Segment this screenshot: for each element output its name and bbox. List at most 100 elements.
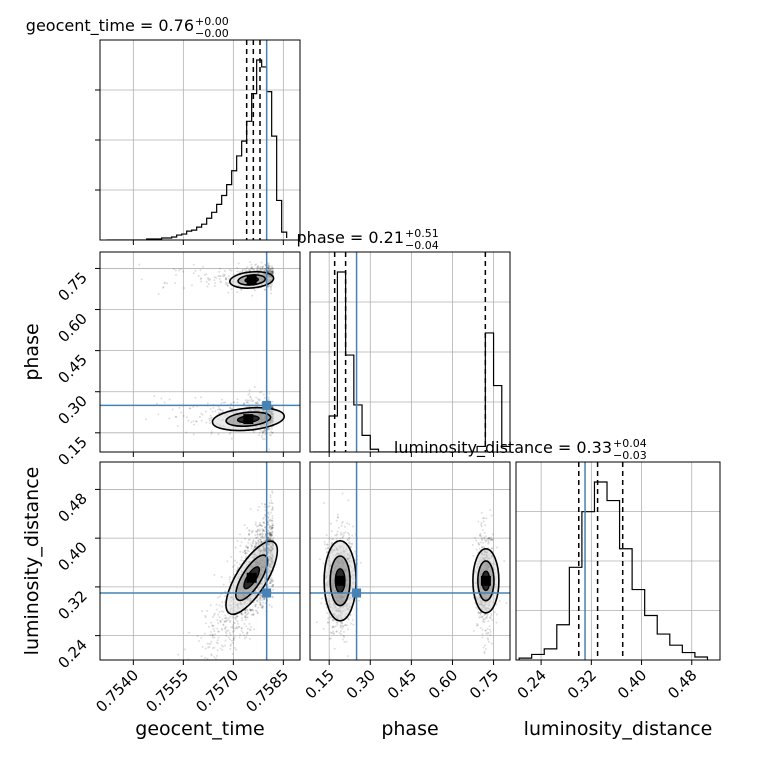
sample-point: [256, 266, 259, 269]
sample-point: [187, 665, 189, 667]
sample-point: [240, 613, 243, 616]
sample-point: [232, 401, 235, 404]
sample-point: [245, 545, 248, 548]
x-tick-label-geocent_time: 0.7585: [242, 666, 292, 716]
sample-point: [259, 533, 262, 536]
sample-point: [234, 648, 237, 651]
sample-point: [152, 749, 154, 751]
sample-point: [223, 617, 226, 620]
sample-point: [250, 267, 253, 270]
title-sub: −0.00: [195, 27, 229, 40]
sample-point: [230, 437, 233, 440]
sample-point: [207, 278, 210, 281]
sample-point: [238, 636, 241, 639]
sample-point: [271, 530, 274, 533]
sample-point: [263, 288, 266, 291]
sample-point: [260, 605, 263, 608]
sample-point: [248, 389, 251, 392]
sample-point: [329, 637, 332, 640]
sample-point: [233, 564, 236, 567]
sample-point: [271, 506, 274, 509]
sample-point: [233, 622, 236, 625]
sample-point: [262, 431, 265, 434]
sample-point: [260, 536, 263, 539]
sample-point: [190, 284, 193, 287]
sample-point: [192, 433, 195, 436]
sample-point: [246, 612, 249, 615]
sample-point: [224, 276, 227, 279]
sample-point: [479, 532, 482, 535]
sample-point: [214, 282, 217, 285]
sample-point: [354, 550, 357, 553]
sample-point: [227, 282, 230, 285]
sample-point: [262, 533, 265, 536]
sample-point: [258, 594, 261, 597]
sample-point: [478, 543, 481, 546]
sample-point: [259, 593, 262, 596]
sample-point: [264, 526, 267, 529]
sample-point: [201, 265, 204, 268]
sample-point: [335, 621, 338, 624]
sample-point: [211, 633, 214, 636]
sample-point: [256, 612, 259, 615]
sample-point: [347, 532, 350, 535]
sample-point: [329, 631, 332, 634]
panel-luminosity_distance-vs-geocent_time: [99, 461, 301, 751]
sample-point: [339, 630, 342, 633]
sample-point: [173, 282, 176, 285]
sample-point: [250, 267, 253, 270]
sample-point: [489, 509, 492, 512]
sample-point: [263, 429, 266, 432]
sample-point: [183, 648, 186, 651]
sample-point: [271, 524, 274, 527]
sample-point: [268, 519, 271, 522]
sample-point: [267, 266, 270, 269]
sample-point: [254, 544, 257, 547]
sample-point: [349, 546, 352, 549]
sample-point: [243, 524, 246, 527]
sample-point: [333, 632, 336, 635]
sample-point: [267, 267, 270, 270]
sample-point: [349, 614, 352, 617]
sample-point: [487, 541, 490, 544]
sample-point: [271, 267, 274, 270]
sample-point: [259, 524, 262, 527]
x-tick-label-geocent_time: 0.7540: [92, 666, 142, 716]
sample-point: [194, 269, 197, 272]
sample-point: [244, 609, 247, 612]
sample-point: [218, 278, 221, 281]
sample-point: [271, 431, 274, 434]
sample-point: [168, 398, 171, 401]
sample-point: [232, 637, 235, 640]
sample-point: [272, 588, 275, 591]
x-tick-label-geocent_time: 0.7555: [142, 666, 192, 716]
sample-point: [230, 626, 233, 629]
sample-point: [267, 536, 270, 539]
sample-point: [260, 541, 263, 544]
sample-point: [203, 274, 206, 277]
sample-point: [479, 616, 482, 619]
sample-point: [232, 639, 235, 642]
sample-point: [271, 431, 274, 434]
sample-point: [267, 529, 270, 532]
sample-point: [255, 609, 258, 612]
sample-point: [138, 263, 141, 266]
sample-point: [217, 412, 220, 415]
sample-point: [267, 270, 270, 273]
sample-point: [268, 604, 271, 607]
panel-content: [312, 252, 510, 452]
sample-point: [252, 538, 255, 541]
sample-point: [269, 532, 272, 535]
sample-point: [484, 539, 487, 542]
sample-point: [486, 637, 489, 640]
panel-content: [310, 462, 510, 660]
sample-point: [244, 611, 247, 614]
sample-point: [166, 282, 169, 285]
sample-point: [258, 434, 261, 437]
sample-point: [208, 418, 211, 421]
sample-point: [218, 267, 221, 270]
sample-point: [487, 640, 490, 643]
sample-point: [260, 606, 263, 609]
sample-point: [260, 524, 263, 527]
